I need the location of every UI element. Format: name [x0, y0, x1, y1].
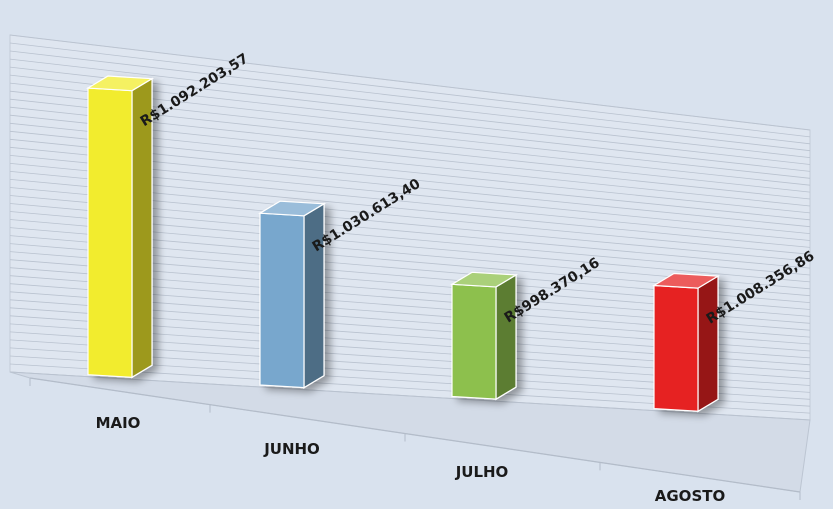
bar-top	[258, 200, 326, 217]
bar-agosto	[652, 272, 720, 413]
bar-junho	[258, 200, 326, 389]
bar-side	[495, 273, 517, 401]
bar-front	[87, 87, 133, 378]
bar-side	[303, 202, 325, 389]
bar-julho	[450, 271, 518, 401]
category-labels: MAIO JUNHO JULHO AGOSTO	[96, 414, 726, 505]
category-label: JULHO	[455, 463, 509, 481]
bars	[86, 75, 720, 413]
chart-walls	[9, 34, 811, 500]
category-label: JUNHO	[263, 440, 320, 458]
bar-maio	[86, 75, 154, 379]
bar-top	[450, 271, 518, 288]
bar-front	[259, 212, 305, 389]
bar-front	[451, 283, 497, 400]
bar-side	[697, 275, 719, 413]
bar-top	[652, 272, 720, 289]
bar-front	[653, 284, 699, 412]
bar-top	[86, 75, 154, 92]
category-label: AGOSTO	[655, 487, 725, 505]
category-label: MAIO	[96, 414, 141, 432]
